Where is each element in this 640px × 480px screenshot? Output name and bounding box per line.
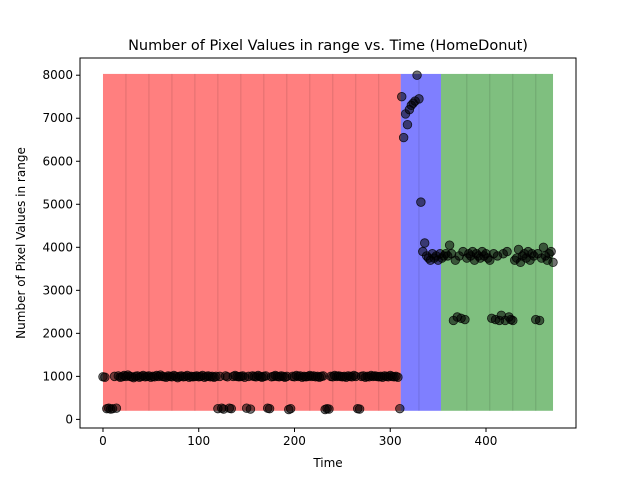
data-point <box>416 197 426 207</box>
x-axis: 0 100 200 300 400 <box>99 428 497 448</box>
data-point <box>285 403 296 414</box>
data-point <box>245 404 256 414</box>
data-point <box>264 403 275 414</box>
y-axis-label: Number of Pixel Values in range <box>14 147 28 339</box>
y-tick-label: 8000 <box>42 68 73 82</box>
y-tick-label: 0 <box>65 412 73 426</box>
data-point <box>226 403 236 414</box>
data-point <box>420 238 430 248</box>
y-tick-label: 2000 <box>42 326 73 340</box>
plot-area <box>98 70 558 415</box>
y-tick-label: 6000 <box>42 154 73 168</box>
y-axis: 0 1000 2000 3000 4000 5000 6000 7000 8000 <box>42 68 80 426</box>
x-tick-label: 100 <box>187 434 210 448</box>
data-point <box>412 70 422 80</box>
data-point <box>398 132 409 143</box>
data-point <box>111 403 122 413</box>
data-point <box>402 119 413 130</box>
data-point <box>508 315 518 326</box>
region-band-0 <box>102 73 401 411</box>
data-point <box>414 94 424 104</box>
x-tick-label: 300 <box>379 434 402 448</box>
x-tick-label: 400 <box>475 434 498 448</box>
y-tick-label: 4000 <box>42 240 73 254</box>
x-tick-label: 0 <box>99 434 107 448</box>
axes-frame <box>79 57 577 429</box>
data-point <box>534 315 545 326</box>
x-tick-label: 200 <box>283 434 306 448</box>
data-point <box>546 246 556 257</box>
data-point <box>354 404 365 414</box>
data-point <box>324 404 334 414</box>
region-band-2 <box>440 73 554 411</box>
data-point <box>444 240 455 250</box>
data-point <box>502 246 512 257</box>
data-point <box>395 403 405 414</box>
data-point <box>548 257 558 268</box>
y-tick-label: 1000 <box>42 369 73 383</box>
y-tick-label: 5000 <box>42 197 73 211</box>
data-point <box>460 314 470 325</box>
y-tick-label: 7000 <box>42 111 73 125</box>
data-point <box>393 372 403 382</box>
chart-title: Number of Pixel Values in range vs. Time… <box>128 38 528 54</box>
data-point <box>397 92 407 102</box>
y-tick-label: 3000 <box>42 283 73 297</box>
data-point <box>538 242 549 253</box>
x-axis-label: Time <box>312 456 342 470</box>
data-point <box>100 372 110 382</box>
